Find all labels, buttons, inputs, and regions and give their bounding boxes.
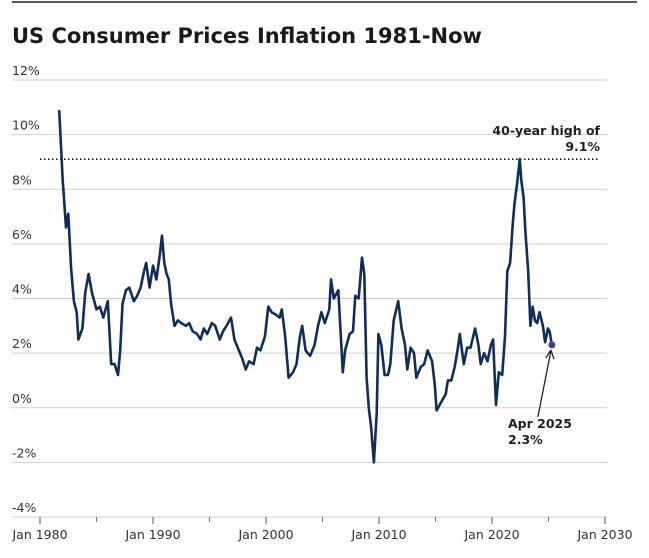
y-tick-label: -2% xyxy=(12,445,36,460)
x-tick-label: Jan 1990 xyxy=(124,527,180,542)
arrow-head xyxy=(545,349,555,360)
x-tick-label: Jan 2030 xyxy=(576,527,632,542)
arrow-shaft xyxy=(537,350,552,418)
annotation-text: 9.1% xyxy=(565,139,600,154)
y-tick-label: 6% xyxy=(12,227,32,242)
chart-title: US Consumer Prices Inflation 1981-Now xyxy=(12,24,482,48)
annotation-text: Apr 2025 xyxy=(508,416,572,431)
annotation-text: 2.3% xyxy=(508,432,543,447)
y-tick-label: 12% xyxy=(12,63,40,78)
y-tick-label: 8% xyxy=(12,172,32,187)
y-tick-label: 0% xyxy=(12,391,32,406)
y-tick-label: -4% xyxy=(12,500,36,515)
y-tick-label: 10% xyxy=(12,118,40,133)
end-marker xyxy=(548,341,556,349)
y-tick-label: 2% xyxy=(12,336,32,351)
line xyxy=(57,109,554,464)
annotation-text: 40-year high of xyxy=(492,123,600,138)
y-tick-label: 4% xyxy=(12,282,32,297)
x-tick-label: Jan 1980 xyxy=(11,527,67,542)
x-tick-label: Jan 2020 xyxy=(463,527,519,542)
x-tick-label: Jan 2000 xyxy=(237,527,293,542)
x-tick-label: Jan 2010 xyxy=(350,527,406,542)
